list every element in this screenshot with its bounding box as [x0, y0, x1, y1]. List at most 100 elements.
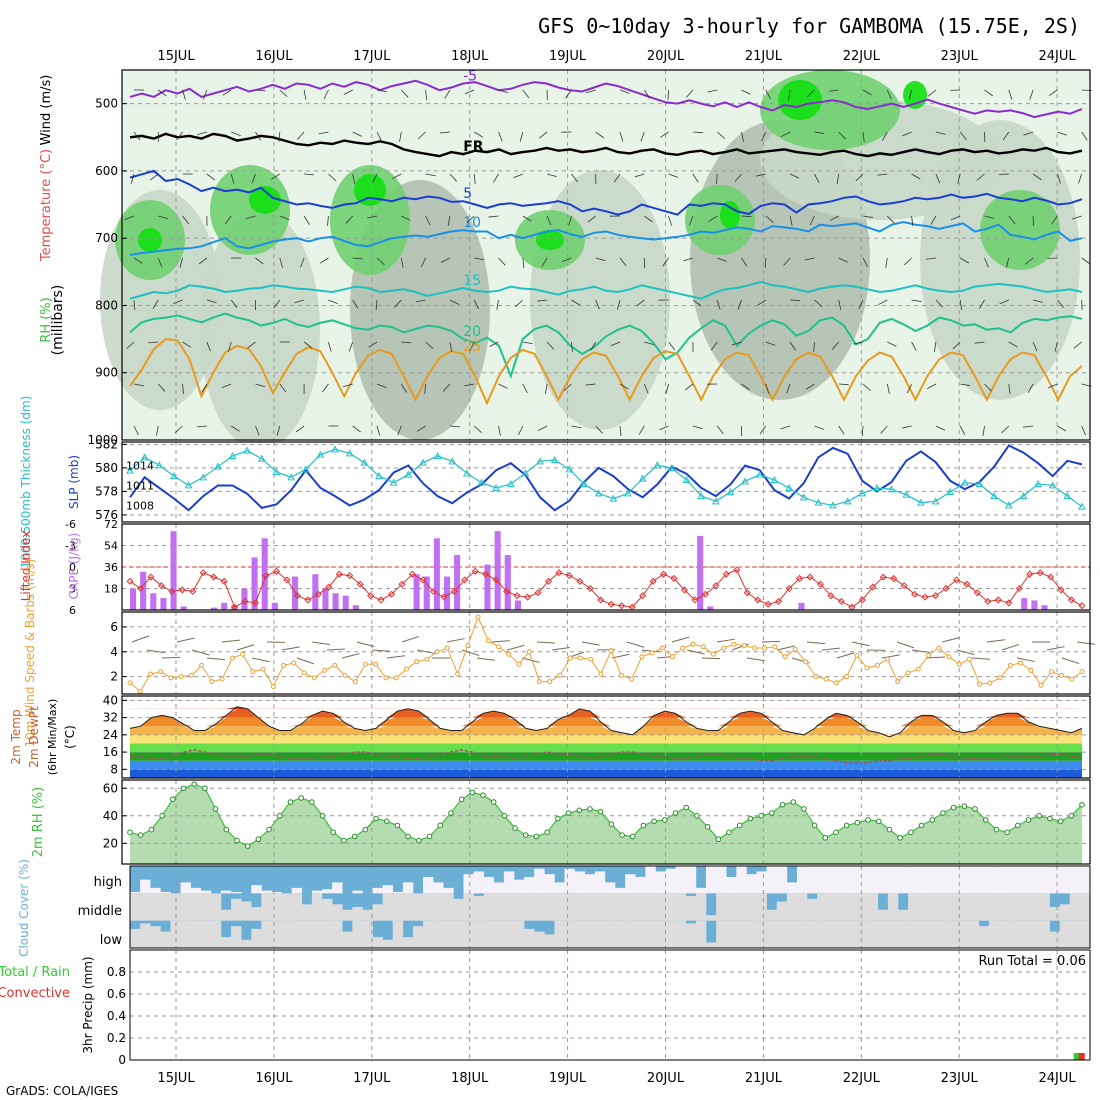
wind-barb [716, 299, 721, 310]
cloud-cell [746, 874, 757, 894]
wind-barb [571, 299, 581, 306]
lifted-point [963, 580, 971, 588]
wind-barb [829, 215, 839, 222]
slp-point [389, 478, 398, 486]
wind-barb [731, 341, 742, 346]
rh-point [1025, 817, 1032, 823]
cloud-cell [807, 898, 818, 921]
cloud-cell [493, 882, 505, 894]
precip-label: 3hr Precip (mm) [81, 956, 95, 1053]
lifted-point [231, 603, 239, 611]
wind-barb [489, 341, 499, 347]
date-label-top: 16JUL [255, 49, 293, 64]
wind-barb [828, 89, 839, 92]
wind-barb [585, 383, 596, 386]
slp-point [902, 490, 911, 498]
wind-barb [1033, 299, 1043, 303]
wind-barb [296, 657, 315, 665]
cloud-cell [948, 920, 959, 948]
lifted-point [272, 567, 280, 575]
lifted-point [576, 577, 584, 585]
rh-point [266, 826, 272, 833]
lifted-point [586, 584, 594, 593]
cloud-cell [473, 871, 484, 894]
lifted-point [691, 596, 699, 604]
cloud-cell [908, 920, 919, 948]
wind-speed-point [485, 638, 491, 644]
cloud-cell [625, 893, 636, 921]
rh-point [950, 804, 957, 811]
wind-barb [979, 299, 985, 309]
lifted-point [283, 576, 291, 584]
wind-barb [734, 173, 742, 182]
wind-barb [352, 131, 362, 137]
cloud-cell [200, 893, 212, 921]
cape-bar [211, 607, 218, 610]
rh-point [875, 818, 882, 825]
wind-speed-point [352, 679, 358, 685]
wind-barb [710, 341, 718, 351]
cloud-cell [1069, 920, 1081, 948]
rh-area [536, 230, 564, 250]
wind-barb [491, 640, 510, 643]
rh-point [480, 792, 486, 798]
slp-point [316, 450, 325, 458]
rh-point [180, 785, 187, 792]
lifted-point [178, 586, 186, 594]
cloud-cell [968, 920, 980, 948]
rh-point [191, 781, 197, 787]
lifted-point [607, 600, 615, 608]
wind-barb [418, 131, 426, 140]
slp-point [960, 478, 969, 486]
rh-point [501, 813, 508, 819]
temperature-line [129, 706, 1083, 738]
wind-barb [880, 425, 888, 434]
rh-point [351, 833, 358, 840]
wind-speed-point [772, 644, 778, 650]
wind-barb [1076, 641, 1095, 645]
cloud-cell [352, 920, 363, 948]
wind-speed-point [516, 661, 522, 667]
wind-barb [896, 641, 915, 649]
wind-barb [643, 89, 651, 99]
wind-barb [464, 89, 475, 95]
cloud-cell [311, 893, 323, 921]
wind-barb [764, 257, 767, 269]
cloud-cell [352, 890, 363, 894]
cloud-cell [544, 934, 555, 948]
wind-speed-point [506, 651, 512, 657]
wind-barb [469, 341, 475, 352]
pressure-tick: 500 [95, 97, 118, 111]
wind-barb [838, 299, 842, 310]
wind-barb [202, 89, 208, 100]
wind-barb [590, 341, 597, 351]
wind-barb [809, 215, 815, 226]
slp-point [697, 491, 706, 499]
rh-point [726, 829, 732, 836]
wind-barb [522, 341, 533, 345]
wind-barb [862, 257, 869, 268]
wind-barb [716, 425, 724, 435]
cloud-cell [534, 931, 545, 948]
wind-barb [851, 641, 870, 647]
wind-speed-point [895, 679, 901, 685]
wind-barb [255, 89, 266, 92]
panel-frame [121, 523, 1091, 611]
wind-speed-point [168, 675, 174, 681]
wind-barb [887, 341, 897, 347]
wind-barb [538, 131, 548, 139]
wind-barb [498, 89, 509, 93]
isotherm-label: 10 [463, 215, 481, 231]
lifted-point [168, 587, 176, 595]
slp-point [726, 487, 735, 495]
wind-barb [273, 299, 281, 309]
rh-area [200, 210, 320, 450]
precip-tick: 0.2 [107, 1031, 126, 1045]
rh-tick: 60 [103, 781, 118, 795]
lifted-point [764, 600, 772, 608]
rh-point [982, 817, 989, 823]
lifted-point [890, 574, 898, 583]
cloud-cell [1069, 866, 1081, 894]
rh-point [929, 817, 936, 823]
wind-barb [595, 257, 606, 261]
